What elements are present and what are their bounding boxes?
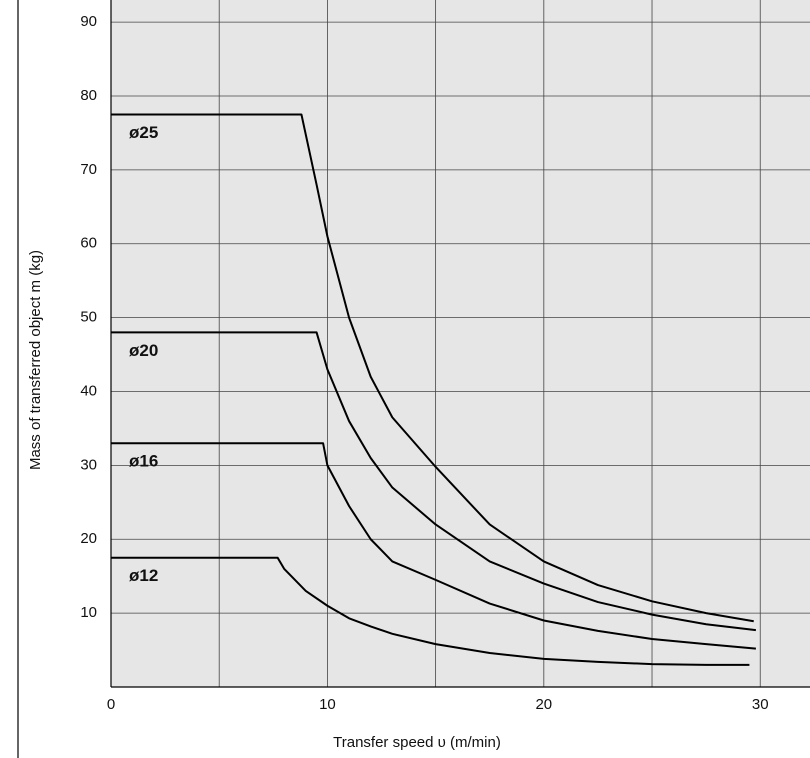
y-tick-label: 20: [80, 530, 97, 547]
y-tick-label: 70: [80, 161, 97, 178]
series-line: [111, 556, 750, 666]
y-tick-label: 90: [80, 13, 97, 30]
x-tick-label: 0: [107, 696, 115, 713]
x-axis-label: Transfer speed υ (m/min): [333, 734, 501, 751]
series-label: ø12: [129, 566, 158, 585]
series-label: ø16: [129, 452, 158, 471]
y-axis-label: Mass of transferred object m (kg): [27, 250, 44, 470]
y-tick-label: 60: [80, 235, 97, 252]
x-tick-label: 30: [752, 696, 769, 713]
y-tick-label: 40: [80, 382, 97, 399]
series-label: ø25: [129, 123, 158, 142]
x-tick-label: 10: [319, 696, 336, 713]
series-line: [111, 113, 754, 623]
series-line: [111, 442, 756, 650]
x-tick-label: 20: [535, 696, 552, 713]
y-tick-label: 50: [80, 309, 97, 326]
y-tick-label: 30: [80, 456, 97, 473]
y-tick-label: 10: [80, 604, 97, 621]
y-tick-label: 80: [80, 87, 97, 104]
series-line: [111, 331, 757, 632]
plot-area: [111, 0, 810, 687]
series-label: ø20: [129, 341, 158, 360]
